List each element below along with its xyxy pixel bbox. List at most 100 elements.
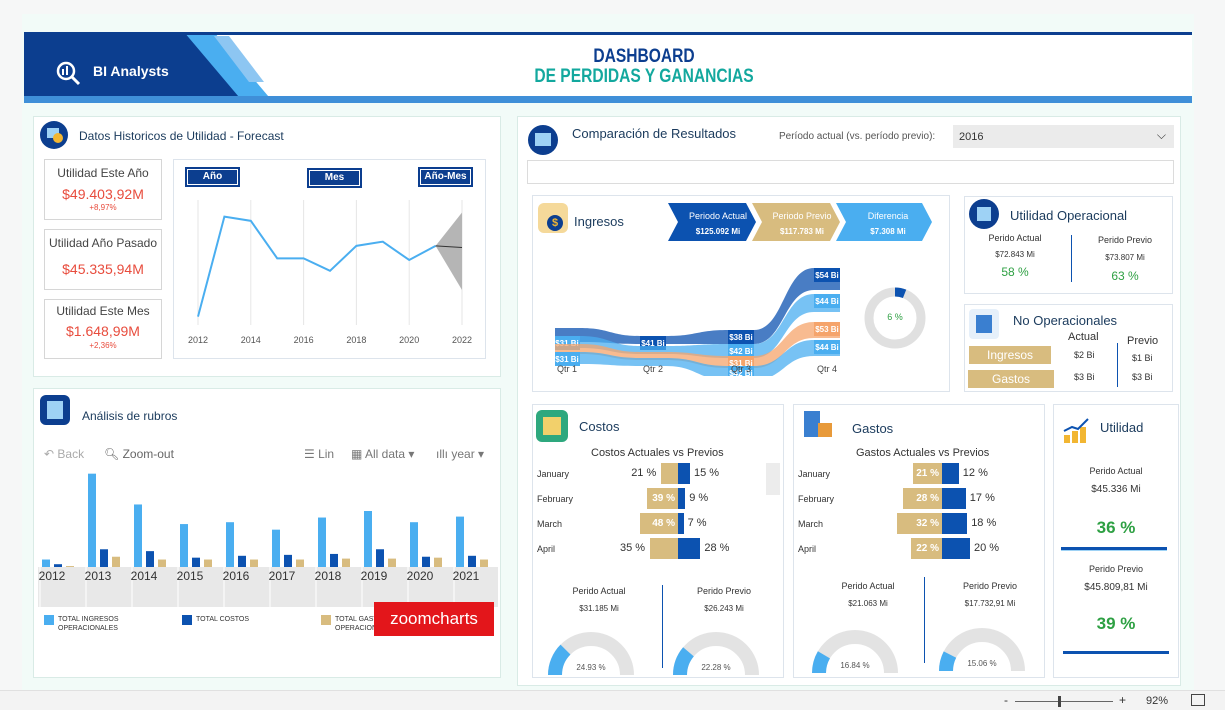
previo-bar[interactable] [661, 463, 678, 484]
previo-bar[interactable]: 48 % [639, 513, 678, 534]
ribbon-label: $31 Bi [729, 359, 753, 368]
back-label: Back [57, 447, 85, 461]
bar [434, 557, 442, 567]
previo-bar[interactable]: 32 % [897, 513, 942, 534]
calculator-icon [536, 410, 568, 442]
actual-bar[interactable] [678, 513, 684, 534]
gastos-butterfly-chart: January 21 % 12 % February 28 % 17 % March 32 %… [794, 462, 1044, 562]
ribbon-label: $44 Bi [815, 343, 839, 352]
ribbon-label-bg [555, 352, 580, 366]
actual-pct: 20 % [974, 542, 1000, 554]
bar [480, 559, 488, 567]
bar [250, 559, 258, 567]
kpi-value: $1.648,99M [66, 323, 140, 339]
scrollbar[interactable] [766, 463, 780, 495]
ribbon-band [555, 322, 840, 368]
zoom-minus-button[interactable]: - [1004, 693, 1008, 707]
actual-bar[interactable] [678, 463, 690, 484]
month-label: January [798, 469, 831, 479]
previo-bar[interactable]: 22 % [911, 538, 942, 559]
costos-subtitle: Costos Actuales vs Previos [591, 447, 724, 459]
no-op-col-prev: Previo [1127, 335, 1159, 347]
brand-name: BI Analysts [93, 63, 169, 79]
bar [318, 517, 326, 567]
actual-bar[interactable] [942, 488, 966, 509]
dashboard-title: DASHBOARD DE PERDIDAS Y GANANCIAS [496, 47, 791, 87]
actual-bar[interactable] [678, 538, 701, 559]
divider [1117, 343, 1118, 387]
lin-label: Lin [318, 447, 335, 461]
actual-bar[interactable] [942, 513, 968, 534]
x-axis-band [38, 567, 498, 607]
zoom-plus-button[interactable]: + [1119, 693, 1127, 707]
ingresos-ribbon-chart[interactable]: $41 Bi$38 Bi$54 Bi$31 Bi$42 Bi$44 Bi$31 … [555, 266, 845, 376]
utilidad-prev-pct: 39 % [1096, 614, 1136, 633]
year-button[interactable]: Año [185, 167, 240, 187]
filter-bar [527, 160, 1174, 184]
bar [100, 549, 108, 567]
x-tick-label: 2014 [241, 335, 261, 345]
bar-chart-icon: ıllı [436, 447, 452, 461]
actual-pct: 7 % [687, 517, 707, 529]
zoom-slider-handle[interactable] [1058, 696, 1061, 707]
zoom-slider-track[interactable] [1015, 701, 1113, 702]
util-op-prev-pct: 63 % [1111, 269, 1139, 283]
actual-bar[interactable] [678, 488, 686, 509]
gauge-fill [548, 644, 571, 676]
historicos-title: Datos Historicos de Utilidad - Forecast [79, 129, 284, 143]
chevron-banner [668, 203, 932, 241]
previo-bar[interactable]: 28 % [902, 488, 942, 509]
previo-bar[interactable]: 39 % [646, 488, 678, 509]
utilidad-title: Utilidad [1100, 420, 1144, 435]
ribbon-label: $38 Bi [729, 333, 753, 342]
period-dropdown[interactable]: 2016 ⌵ [953, 125, 1174, 148]
all-data-dropdown[interactable]: ▦ All data ▾ [351, 447, 414, 461]
previo-bar[interactable] [650, 538, 678, 559]
back-button[interactable]: ↶ Back [44, 447, 84, 461]
util-op-actual-value: $72.843 Mi [995, 250, 1035, 259]
kpi-value: $49.403,92M [62, 186, 144, 202]
gastos-subtitle: Gastos Actuales vs Previos [856, 447, 990, 459]
costos-card: Costos Costos Actuales vs Previos Januar… [532, 404, 784, 678]
zoomcharts-watermark[interactable]: zoomcharts [374, 602, 494, 636]
ribbon-band [555, 294, 840, 358]
dashboard-title-line1: DASHBOARD [593, 46, 695, 67]
year-month-button[interactable]: Año-Mes [418, 167, 473, 187]
rubros-panel: Análisis de rubros ↶ Back 🔍︎ Zoom-out ☰ … [33, 388, 501, 678]
costos-butterfly-chart: January 21 % 15 % February 39 % 9 % March 48 % 7… [533, 462, 765, 562]
kpi-label: Utilidad Este Mes [56, 304, 150, 318]
rubros-bar-chart[interactable]: 2012 2013 2014 2015 2016 2017 2018 2019 2020 2021 [38, 465, 498, 609]
kpi-label: Utilidad Este Año [57, 166, 149, 180]
gastos-actual-label: Perido Actual [841, 581, 895, 591]
rising-coins-icon [1062, 417, 1090, 443]
chevron-label: Periodo Actual [688, 211, 748, 221]
month-button[interactable]: Mes [307, 168, 362, 188]
bi-logo-icon [55, 60, 81, 86]
zoom-out-button[interactable]: 🔍︎ Zoom-out [104, 447, 174, 461]
donut-label: 6 % [887, 312, 903, 322]
fit-to-page-icon[interactable] [1191, 694, 1205, 706]
actual-bar[interactable] [942, 538, 970, 559]
actual-pct: 15 % [694, 467, 720, 479]
lin-button[interactable]: ☰ Lin [304, 447, 334, 461]
utilidad-line [197, 215, 437, 317]
util-op-prev-value: $73.807 Mi [1105, 253, 1145, 262]
x-tick-label: 2019 [361, 569, 388, 583]
month-label: February [537, 494, 574, 504]
x-tick-label: 2015 [177, 569, 204, 583]
year-label: year [451, 447, 475, 461]
divider [662, 585, 663, 668]
no-operacionales-card: No Operacionales Actual Previo Ingresos … [964, 304, 1173, 392]
ingresos-title: Ingresos [574, 214, 624, 229]
actual-bar[interactable] [942, 463, 959, 484]
previo-bar[interactable]: 21 % [912, 463, 942, 484]
bar [376, 549, 384, 567]
year-dropdown[interactable]: ıllı year ▾ [436, 447, 484, 461]
utilidad-prev-bar [1063, 651, 1169, 654]
period-value: 2016 [959, 131, 984, 143]
x-tick-label: 2016 [223, 569, 250, 583]
x-tick-label: 2012 [188, 335, 208, 345]
costos-title: Costos [579, 419, 620, 434]
legend-label: TOTAL COSTOS [196, 616, 250, 623]
header-banner: BI Analysts DASHBOARD DE PERDIDAS Y GANA… [24, 32, 1192, 103]
